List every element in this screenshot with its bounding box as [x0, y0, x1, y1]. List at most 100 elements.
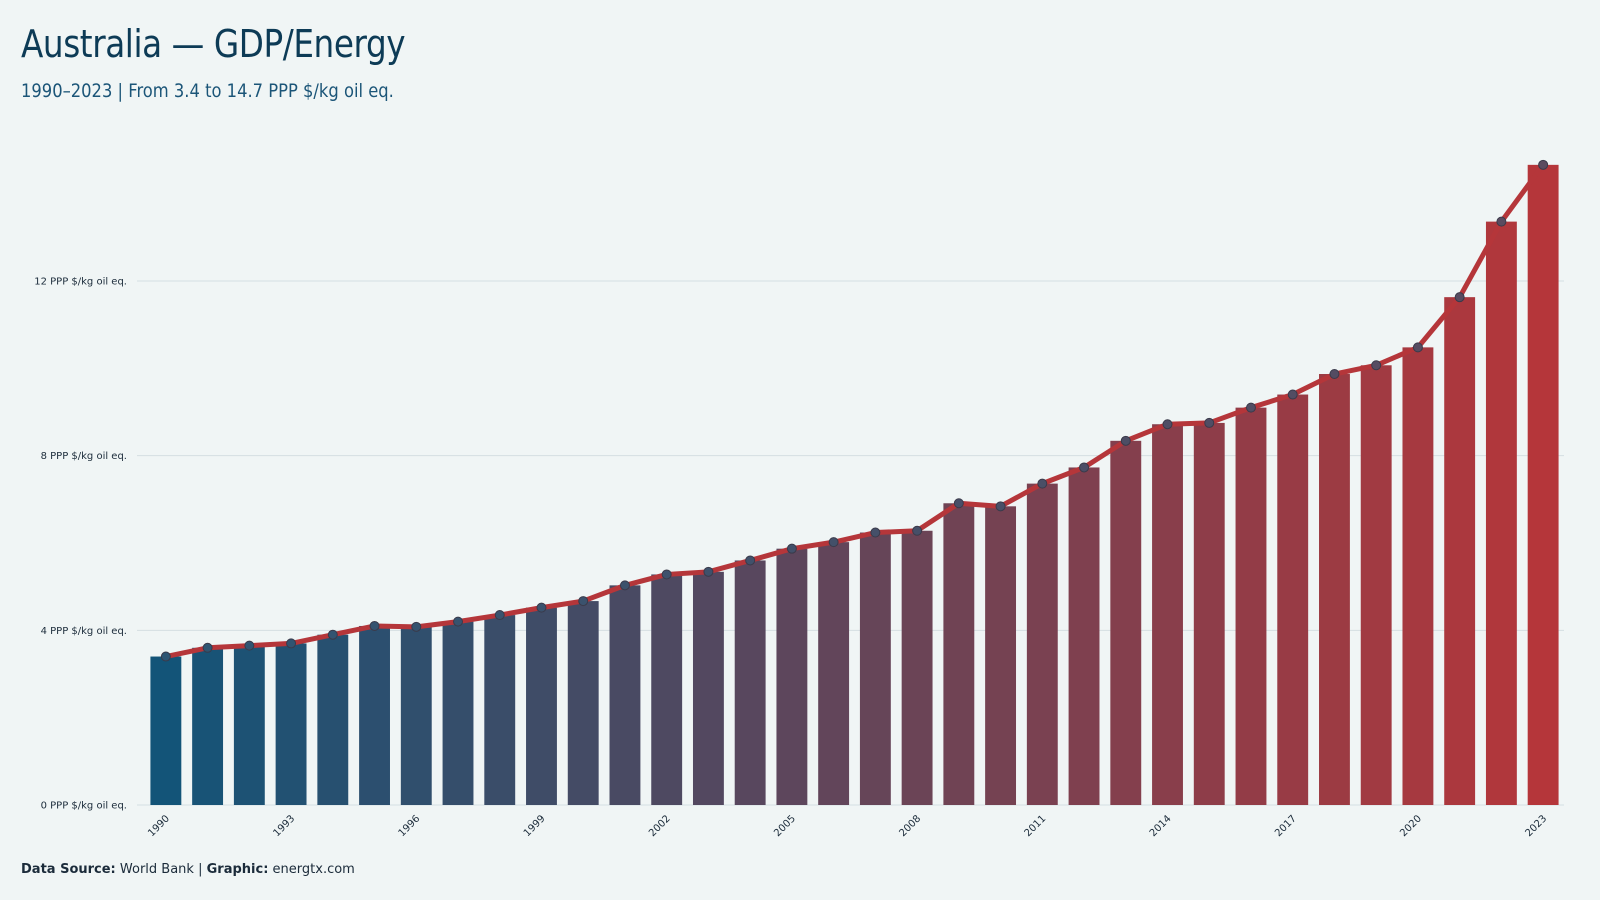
- data-point: [1329, 369, 1340, 380]
- data-point: [953, 498, 964, 509]
- x-tick-label: 2008: [897, 813, 923, 839]
- data-point: [745, 555, 756, 566]
- data-point: [286, 638, 297, 649]
- data-point: [1538, 159, 1549, 170]
- bar: [1068, 467, 1100, 805]
- bar: [1152, 424, 1183, 805]
- bar: [442, 621, 474, 805]
- bar: [609, 585, 641, 805]
- data-point: [661, 569, 672, 580]
- bar: [1485, 221, 1517, 805]
- bar: [1026, 483, 1058, 805]
- graphic-value: energtx.com: [272, 862, 355, 877]
- x-tick-label: 2017: [1273, 813, 1299, 839]
- source-value: World Bank: [119, 862, 194, 877]
- bar: [1235, 407, 1267, 805]
- data-point: [411, 621, 422, 632]
- x-tick-label: 1999: [522, 813, 548, 839]
- data-point: [619, 580, 630, 591]
- data-point: [995, 501, 1006, 512]
- bar: [1319, 374, 1350, 805]
- data-point: [1454, 292, 1465, 303]
- bar: [734, 560, 766, 805]
- data-point: [1079, 462, 1090, 473]
- bar: [400, 626, 432, 805]
- bar: [484, 615, 516, 805]
- bars: [150, 164, 1559, 805]
- bar: [233, 645, 265, 805]
- data-point: [244, 640, 255, 651]
- bar: [1527, 164, 1559, 805]
- x-tick-label: 2005: [772, 813, 798, 839]
- data-point: [453, 616, 464, 627]
- data-point: [160, 651, 171, 662]
- data-point: [703, 566, 714, 577]
- data-point: [1496, 216, 1507, 227]
- bar: [526, 607, 557, 805]
- bar: [192, 647, 224, 805]
- data-point: [912, 525, 923, 536]
- x-tick-label: 1993: [271, 813, 297, 839]
- bar: [1193, 422, 1225, 805]
- bar: [692, 571, 724, 805]
- footer-credit: Data Source: World Bank | Graphic: energ…: [21, 862, 355, 877]
- data-point: [1162, 419, 1173, 430]
- x-tick-label: 2020: [1398, 813, 1424, 839]
- bar: [818, 542, 850, 805]
- bar: [651, 574, 683, 805]
- bar: [1277, 394, 1309, 805]
- x-axis-ticks: 1990 1993 1996 1999 2002 2005 2008 2011 2014 2017…: [146, 813, 1549, 839]
- x-tick-label: 2014: [1148, 813, 1174, 839]
- data-points: [160, 159, 1549, 662]
- data-point: [202, 642, 213, 653]
- bar: [567, 601, 599, 805]
- x-tick-label: 1996: [397, 813, 423, 839]
- bar: [1110, 440, 1142, 805]
- data-point: [494, 610, 505, 621]
- footer-separator: |: [198, 862, 203, 877]
- x-tick-label: 2002: [647, 813, 673, 839]
- bar: [943, 503, 975, 805]
- trend-line: [163, 162, 1546, 660]
- x-tick-label: 2023: [1523, 813, 1549, 839]
- data-point: [1287, 389, 1298, 400]
- source-label: Data Source:: [21, 862, 116, 877]
- data-point: [870, 527, 881, 538]
- graphic-label: Graphic:: [206, 862, 269, 877]
- x-tick-label: 2011: [1023, 813, 1049, 839]
- data-point: [327, 629, 338, 640]
- y-tick-label: 0 PPP $/kg oil eq.: [41, 801, 127, 812]
- data-point: [1120, 435, 1131, 446]
- bar: [275, 643, 307, 805]
- data-point: [786, 543, 797, 554]
- y-tick-label: 8 PPP $/kg oil eq.: [41, 451, 127, 462]
- data-point: [1245, 402, 1256, 413]
- y-tick-label: 4 PPP $/kg oil eq.: [41, 626, 127, 637]
- chart-subtitle: 1990–2023 | From 3.4 to 14.7 PPP $/kg oi…: [21, 80, 394, 102]
- y-axis-ticks: 0 PPP $/kg oil eq. 4 PPP $/kg oil eq. 8 PP…: [34, 277, 127, 812]
- data-point: [1037, 478, 1048, 489]
- grid-lines: [137, 280, 1564, 806]
- bar: [776, 548, 808, 805]
- bar: [359, 625, 390, 805]
- data-point: [1371, 360, 1382, 371]
- data-point: [369, 620, 380, 631]
- data-point: [1412, 342, 1423, 353]
- bar: [1402, 347, 1434, 805]
- y-tick-label: 12 PPP $/kg oil eq.: [34, 277, 127, 288]
- bar: [150, 656, 182, 805]
- bar: [985, 506, 1017, 805]
- bar: [317, 634, 349, 805]
- bar: [1444, 297, 1476, 805]
- data-point: [828, 537, 839, 548]
- bar: [859, 532, 891, 805]
- bar: [901, 530, 933, 805]
- bar: [1360, 365, 1392, 805]
- data-point: [1204, 417, 1215, 428]
- x-tick-label: 1990: [146, 813, 172, 839]
- chart-title: Australia — GDP/Energy: [21, 22, 406, 66]
- data-point: [578, 596, 589, 607]
- data-point: [536, 602, 547, 613]
- trend-line-path: [163, 162, 1546, 660]
